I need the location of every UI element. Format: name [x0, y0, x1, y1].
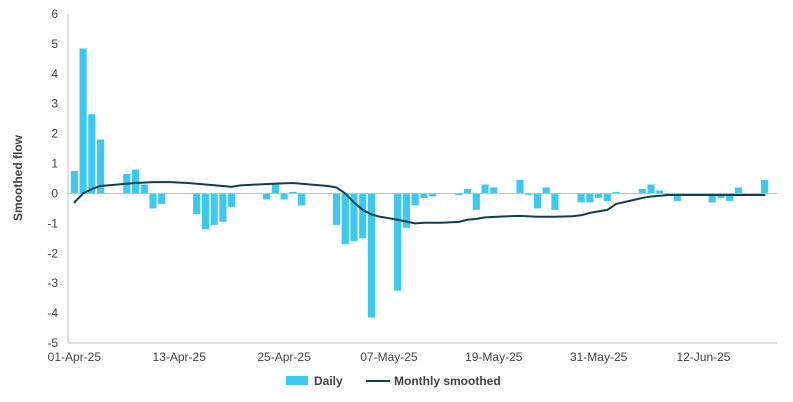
legend: Daily Monthly smoothed — [286, 374, 501, 388]
daily-bar-35 — [525, 193, 533, 195]
daily-bar-15 — [271, 182, 279, 194]
daily-bar-14 — [263, 193, 271, 200]
daily-bar-31 — [472, 193, 480, 210]
daily-bar-5 — [131, 169, 140, 194]
daily-bar-40 — [586, 193, 594, 203]
daily-bar-46 — [656, 190, 664, 194]
y-tick-label--3: -3 — [47, 276, 58, 290]
x-tick-label-3: 07-May-25 — [360, 350, 418, 364]
daily-bar-20 — [341, 193, 349, 245]
y-axis-title: Smoothed flow — [11, 134, 25, 221]
y-tick-label--5: -5 — [47, 336, 58, 350]
daily-bar-23 — [367, 193, 376, 318]
x-tick-label-5: 31-May-25 — [570, 350, 628, 364]
x-tick-label-2: 25-Apr-25 — [257, 350, 311, 364]
daily-bar-1 — [79, 48, 87, 194]
x-tick-label-4: 19-May-25 — [465, 350, 523, 364]
y-tick-label--1: -1 — [47, 216, 58, 230]
y-tick-label-6: 6 — [51, 7, 58, 21]
daily-bar-8 — [158, 193, 166, 204]
daily-bar-34 — [516, 180, 524, 194]
daily-bar-33 — [490, 187, 498, 194]
daily-bar-21 — [350, 193, 358, 242]
y-tick-label-2: 2 — [51, 127, 58, 141]
legend-label-smoothed: Monthly smoothed — [394, 374, 501, 388]
daily-bar-0 — [70, 171, 78, 194]
daily-bar-26 — [411, 193, 419, 206]
line-layer — [73, 181, 766, 225]
daily-bar-42 — [603, 193, 611, 201]
daily-bar-24 — [394, 193, 402, 291]
daily-bar-27 — [420, 193, 428, 198]
y-tick-label-1: 1 — [51, 157, 58, 171]
daily-bar-6 — [140, 184, 148, 194]
daily-bar-3 — [97, 139, 105, 194]
daily-bar-13 — [228, 193, 236, 207]
daily-bar-32 — [481, 184, 489, 194]
daily-bar-53 — [734, 187, 742, 194]
bars-layer — [70, 48, 769, 318]
daily-bar-52 — [726, 193, 734, 201]
legend-label-daily: Daily — [314, 374, 343, 388]
daily-bar-38 — [551, 193, 559, 210]
daily-bar-18 — [297, 193, 306, 206]
daily-bar-45 — [647, 184, 655, 194]
smoothed-line — [73, 181, 766, 225]
daily-bar-16 — [280, 193, 288, 200]
y-tick-label-3: 3 — [51, 97, 58, 111]
daily-bar-2 — [88, 114, 96, 194]
daily-bar-10 — [201, 193, 210, 230]
x-tick-label-0: 01-Apr-25 — [48, 350, 102, 364]
daily-bar-12 — [219, 193, 227, 222]
daily-bar-29 — [455, 193, 463, 195]
daily-bar-36 — [533, 193, 542, 209]
daily-bar-54 — [761, 180, 769, 194]
y-tick-label-4: 4 — [51, 67, 58, 81]
daily-bar-19 — [332, 193, 341, 225]
x-tick-label-1: 13-Apr-25 — [153, 350, 207, 364]
daily-bar-44 — [638, 188, 646, 194]
y-tick-labels: -5 -4 -3 -2 -1 0 1 2 3 4 5 6 — [47, 7, 58, 350]
daily-bar-7 — [149, 193, 157, 209]
daily-bar-28 — [429, 193, 437, 197]
daily-bar-39 — [577, 193, 585, 203]
y-tick-label--4: -4 — [47, 306, 58, 320]
x-tick-labels: 01-Apr-25 13-Apr-25 25-Apr-25 07-May-25 19-M… — [48, 350, 731, 364]
y-tick-label-5: 5 — [51, 37, 58, 51]
daily-bar-30 — [463, 188, 472, 194]
daily-bar-37 — [542, 187, 550, 194]
legend-swatch-daily — [286, 376, 308, 385]
x-tick-label-6: 12-Jun-25 — [676, 350, 730, 364]
daily-bar-50 — [708, 193, 716, 203]
daily-bar-48 — [673, 193, 681, 201]
daily-bar-25 — [402, 193, 410, 228]
daily-bar-17 — [289, 191, 297, 194]
daily-bar-41 — [595, 193, 603, 198]
daily-bar-11 — [210, 193, 218, 225]
daily-bar-9 — [193, 193, 201, 215]
y-tick-label-0: 0 — [51, 186, 58, 200]
y-tick-label--2: -2 — [47, 246, 58, 260]
axis-layer — [67, 14, 777, 344]
daily-bar-43 — [612, 191, 620, 194]
daily-bar-22 — [359, 193, 367, 239]
